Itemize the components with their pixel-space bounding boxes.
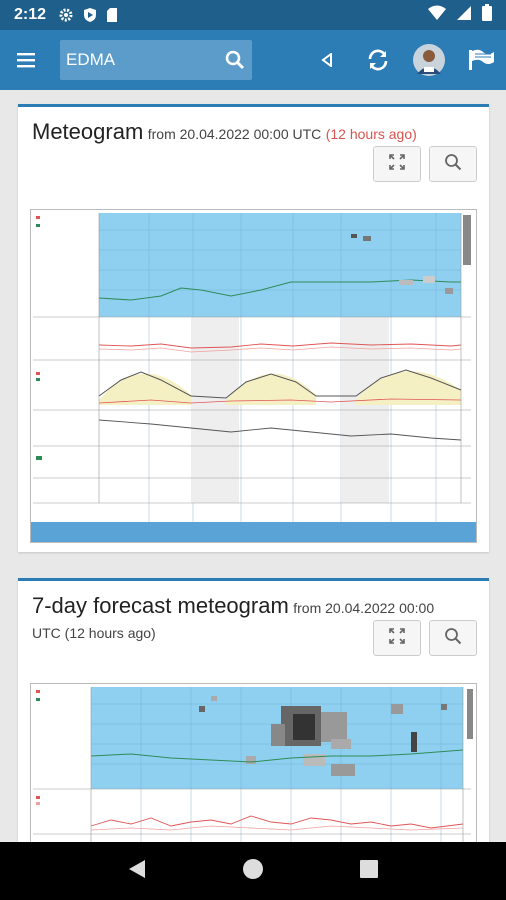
back-triangle-icon[interactable] — [312, 30, 342, 90]
meteogram-image[interactable] — [30, 209, 477, 543]
system-nav-bar — [0, 842, 506, 900]
forecast-meteogram-svg — [33, 687, 473, 842]
flag-icon[interactable] — [464, 30, 498, 90]
meteogram-svg — [31, 213, 476, 542]
zoom-button[interactable] — [429, 620, 477, 656]
gear-icon — [58, 7, 74, 23]
status-bar: 2:12 — [0, 0, 506, 30]
search-input[interactable]: EDMA — [60, 40, 252, 80]
expand-icon — [388, 153, 406, 176]
expand-button[interactable] — [373, 146, 421, 182]
home-icon[interactable] — [242, 858, 264, 885]
search-value: EDMA — [66, 50, 116, 69]
menu-icon[interactable] — [0, 30, 54, 90]
expand-button[interactable] — [373, 620, 421, 656]
shield-icon — [83, 7, 97, 23]
avatar[interactable] — [412, 30, 446, 90]
card-ago: (12 hours ago) — [325, 126, 417, 142]
meteogram-card: Meteogram from 20.04.2022 00:00 UTC (12 … — [18, 104, 489, 552]
card-subtitle-line2: UTC (12 hours ago) — [32, 625, 156, 641]
card-subtitle: from 20.04.2022 00:00 UTC — [147, 126, 322, 142]
zoom-button[interactable] — [429, 146, 477, 182]
app-bar: EDMA — [0, 30, 506, 90]
zoom-icon — [444, 153, 462, 176]
signal-icon — [456, 5, 472, 26]
wifi-icon — [428, 5, 446, 26]
sync-icon[interactable] — [362, 30, 394, 90]
recents-icon[interactable] — [359, 859, 379, 884]
battery-icon — [482, 4, 492, 26]
card-title: Meteogram — [32, 119, 144, 144]
zoom-icon — [444, 627, 462, 650]
card-subtitle: from 20.04.2022 00:00 — [293, 600, 435, 616]
back-icon[interactable] — [127, 858, 147, 885]
card-title: 7-day forecast meteogram — [32, 593, 289, 618]
search-icon[interactable] — [218, 40, 252, 80]
sd-card-icon — [106, 7, 118, 23]
forecast-meteogram-card: 7-day forecast meteogram from 20.04.2022… — [18, 578, 489, 842]
status-time: 2:12 — [14, 6, 47, 23]
forecast-meteogram-image[interactable] — [30, 683, 477, 842]
expand-icon — [388, 627, 406, 650]
content-scroll[interactable]: Meteogram from 20.04.2022 00:00 UTC (12 … — [0, 90, 506, 842]
